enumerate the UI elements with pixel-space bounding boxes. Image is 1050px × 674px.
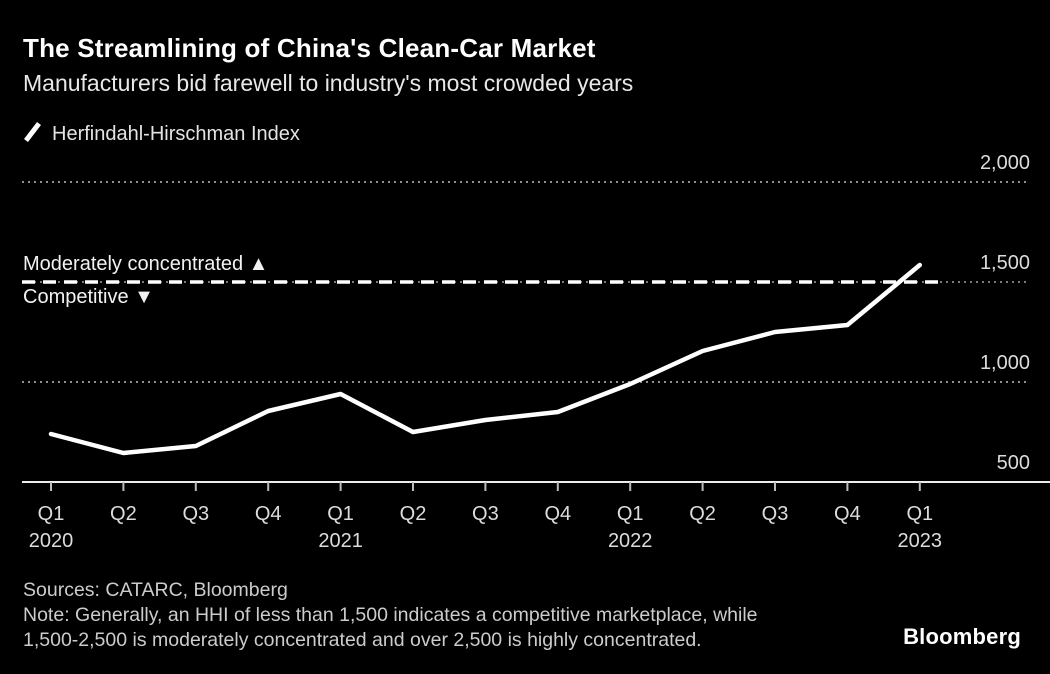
threshold-label-above: Moderately concentrated ▲ bbox=[23, 253, 269, 275]
diagonal-line-icon bbox=[23, 120, 43, 149]
hhi-line bbox=[48, 262, 923, 456]
sources-line: Sources: CATARC, Bloomberg bbox=[23, 579, 288, 601]
x-axis-year-label: 2021 bbox=[318, 530, 363, 552]
y-axis-label: 500 bbox=[996, 452, 1030, 474]
x-axis-label: Q1 bbox=[37, 503, 65, 525]
x-axis-label: Q3 bbox=[761, 503, 789, 525]
x-axis-label: Q1 bbox=[616, 503, 644, 525]
x-axis-label: Q3 bbox=[182, 503, 210, 525]
x-axis-label: Q4 bbox=[834, 503, 861, 525]
x-axis-label: Q4 bbox=[544, 503, 572, 525]
tick-marks bbox=[50, 482, 921, 491]
x-axis-label: Q1 bbox=[906, 503, 934, 525]
threshold-label-below: Competitive ▼ bbox=[23, 286, 154, 308]
x-axis-year-label: 2022 bbox=[607, 530, 653, 552]
legend-series-label: Herfindahl-Hirschman Index bbox=[52, 123, 300, 145]
footer: Sources: CATARC, Bloomberg Note: General… bbox=[23, 578, 758, 653]
note-line-2: 1,500-2,500 is moderately concentrated a… bbox=[23, 629, 702, 651]
y-axis-label: 1,500 bbox=[979, 252, 1030, 274]
x-axis-label: Q3 bbox=[472, 503, 499, 525]
page-subtitle: Manufacturers bid farewell to industry's… bbox=[23, 70, 634, 96]
page-title: The Streamlining of China's Clean-Car Ma… bbox=[23, 33, 596, 63]
x-axis-label: Q4 bbox=[254, 503, 282, 525]
x-axis-label: Q2 bbox=[689, 503, 716, 525]
y-axis-label: 2,000 bbox=[979, 152, 1030, 174]
x-axis-year-label: 2020 bbox=[28, 530, 74, 552]
x-axis-label: Q2 bbox=[110, 503, 137, 525]
x-axis-year-label: 2023 bbox=[897, 530, 943, 552]
note-line-1: Note: Generally, an HHI of less than 1,5… bbox=[23, 604, 758, 626]
bloomberg-logo: Bloomberg bbox=[903, 624, 1021, 649]
legend: Herfindahl-Hirschman Index bbox=[23, 120, 300, 149]
y-axis-label: 1,000 bbox=[979, 352, 1030, 374]
x-axis-label: Q1 bbox=[327, 503, 354, 525]
x-axis-label: Q2 bbox=[399, 503, 427, 525]
